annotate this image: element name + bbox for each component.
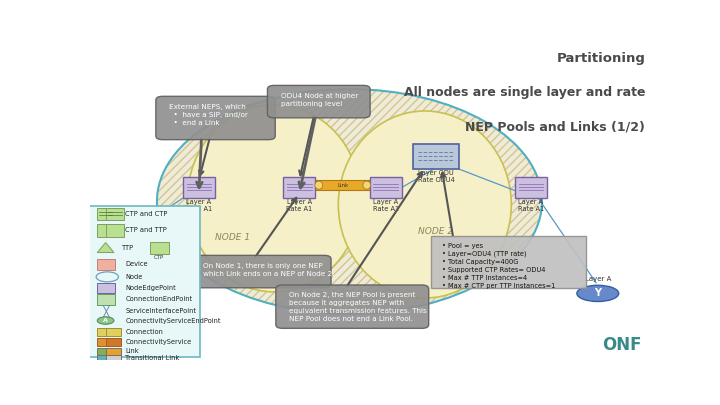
FancyBboxPatch shape bbox=[106, 338, 121, 346]
Text: Layer A
Rate A1: Layer A Rate A1 bbox=[373, 198, 399, 212]
Text: Link: Link bbox=[125, 348, 139, 354]
FancyBboxPatch shape bbox=[89, 207, 200, 357]
Text: TTP: TTP bbox=[122, 245, 135, 251]
Ellipse shape bbox=[338, 111, 511, 298]
FancyBboxPatch shape bbox=[283, 177, 315, 198]
FancyBboxPatch shape bbox=[96, 283, 114, 293]
Text: Layer A
Rate A1: Layer A Rate A1 bbox=[186, 198, 212, 212]
Text: Connection: Connection bbox=[125, 329, 163, 335]
FancyBboxPatch shape bbox=[96, 354, 112, 361]
FancyBboxPatch shape bbox=[276, 285, 428, 328]
Text: Transitional Link: Transitional Link bbox=[125, 355, 179, 361]
FancyBboxPatch shape bbox=[96, 224, 114, 237]
FancyBboxPatch shape bbox=[315, 180, 372, 190]
Text: NodeEdgePoint: NodeEdgePoint bbox=[125, 285, 176, 291]
FancyBboxPatch shape bbox=[106, 328, 121, 336]
Ellipse shape bbox=[315, 181, 323, 189]
Text: On Node 2, the NEP Pool is present
because it aggregates NEP with
equivalent tra: On Node 2, the NEP Pool is present becau… bbox=[289, 292, 427, 322]
Text: ConnectivityService: ConnectivityService bbox=[125, 339, 192, 345]
Ellipse shape bbox=[577, 285, 618, 301]
FancyBboxPatch shape bbox=[413, 143, 459, 169]
Ellipse shape bbox=[363, 181, 371, 189]
FancyBboxPatch shape bbox=[431, 237, 585, 288]
FancyBboxPatch shape bbox=[96, 328, 112, 336]
Text: • Pool = yes
• Layer=ODU4 (TTP rate)
• Total Capacity=400G
• Supported CTP Rates: • Pool = yes • Layer=ODU4 (TTP rate) • T… bbox=[441, 243, 555, 289]
FancyBboxPatch shape bbox=[96, 208, 114, 220]
FancyBboxPatch shape bbox=[96, 347, 112, 354]
FancyBboxPatch shape bbox=[96, 259, 114, 270]
Text: Layer A
Rate A1: Layer A Rate A1 bbox=[286, 198, 312, 212]
FancyBboxPatch shape bbox=[106, 347, 121, 354]
Text: Device: Device bbox=[125, 261, 148, 267]
Text: ConnectionEndPoint: ConnectionEndPoint bbox=[125, 296, 192, 302]
Text: ╳: ╳ bbox=[102, 304, 109, 317]
FancyBboxPatch shape bbox=[515, 177, 547, 198]
Text: All nodes are single layer and rate: All nodes are single layer and rate bbox=[404, 86, 645, 99]
Text: Layer A: Layer A bbox=[585, 275, 611, 281]
Text: NEP Pools and Links (1/2): NEP Pools and Links (1/2) bbox=[465, 120, 645, 133]
Text: Layer ODU
Rate ODU4: Layer ODU Rate ODU4 bbox=[418, 170, 454, 183]
Text: Link: Link bbox=[337, 183, 348, 188]
Ellipse shape bbox=[157, 89, 542, 313]
Text: ConnectivityServiceEndPoint: ConnectivityServiceEndPoint bbox=[125, 318, 220, 324]
Text: CTP: CTP bbox=[154, 255, 164, 260]
Text: CTP and TTP: CTP and TTP bbox=[125, 227, 167, 233]
FancyBboxPatch shape bbox=[150, 242, 168, 254]
Text: NODE 1: NODE 1 bbox=[215, 233, 250, 242]
Text: ServiceInterfacePoint: ServiceInterfacePoint bbox=[125, 307, 196, 313]
FancyBboxPatch shape bbox=[106, 224, 124, 237]
FancyBboxPatch shape bbox=[189, 256, 331, 288]
FancyBboxPatch shape bbox=[369, 177, 402, 198]
Text: X: X bbox=[119, 220, 126, 230]
Ellipse shape bbox=[188, 105, 361, 292]
Ellipse shape bbox=[97, 317, 114, 324]
Polygon shape bbox=[97, 243, 114, 253]
Text: NODE 2: NODE 2 bbox=[418, 226, 454, 236]
Text: Y: Y bbox=[594, 288, 601, 298]
FancyBboxPatch shape bbox=[106, 354, 121, 361]
Text: On Node 1, there is only one NEP
which Link ends on a NEP of Node 2.: On Node 1, there is only one NEP which L… bbox=[203, 263, 334, 277]
Text: ONF: ONF bbox=[602, 336, 642, 354]
FancyBboxPatch shape bbox=[96, 338, 112, 346]
Text: A: A bbox=[103, 318, 108, 323]
Text: Partitioning: Partitioning bbox=[557, 52, 645, 65]
FancyBboxPatch shape bbox=[156, 96, 275, 140]
Text: Layer A: Layer A bbox=[109, 207, 135, 213]
FancyBboxPatch shape bbox=[106, 208, 124, 220]
Text: Layer A
Rate A1: Layer A Rate A1 bbox=[518, 198, 544, 212]
FancyBboxPatch shape bbox=[183, 177, 215, 198]
Text: Node: Node bbox=[125, 274, 143, 280]
Text: ODU4 Node at higher
partitioning level: ODU4 Node at higher partitioning level bbox=[281, 93, 358, 107]
Ellipse shape bbox=[102, 217, 143, 233]
FancyBboxPatch shape bbox=[267, 85, 370, 118]
Text: CTP and CTP: CTP and CTP bbox=[125, 211, 168, 217]
FancyBboxPatch shape bbox=[96, 294, 114, 305]
Text: External NEPS, which
  •  have a SIP, and/or
  •  end a Link: External NEPS, which • have a SIP, and/o… bbox=[169, 104, 248, 126]
